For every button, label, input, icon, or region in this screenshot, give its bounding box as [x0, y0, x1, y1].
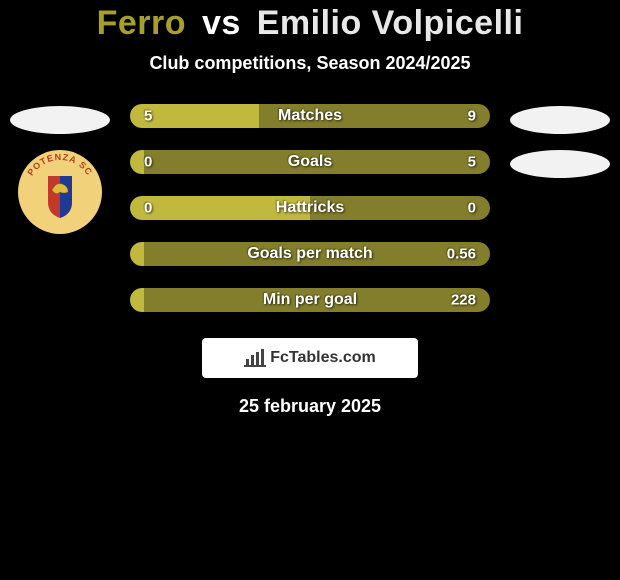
- svg-text:POTENZA SC: POTENZA SC: [25, 152, 94, 178]
- bar-right-value: 9: [468, 108, 476, 125]
- attribution-badge: FcTables.com: [202, 338, 418, 378]
- bar-left-value: 5: [144, 108, 152, 125]
- club-crest-icon: POTENZA SC: [18, 150, 102, 234]
- stat-bar: 0.56 Goals per match: [130, 242, 490, 266]
- player2-flag-placeholder: [510, 106, 610, 134]
- date: 25 february 2025: [0, 396, 620, 417]
- stat-bar: 5 9 Matches: [130, 104, 490, 128]
- bar-label: Min per goal: [263, 291, 357, 309]
- stat-bar: 0 0 Hattricks: [130, 196, 490, 220]
- bar-right-value: 5: [468, 154, 476, 171]
- right-badge-column: [500, 104, 620, 312]
- bar-left-fill: [130, 150, 144, 174]
- subtitle: Club competitions, Season 2024/2025: [0, 53, 620, 74]
- bar-label: Goals: [288, 153, 332, 171]
- bar-label: Hattricks: [276, 199, 344, 217]
- bar-left-fill: [130, 242, 144, 266]
- comparison-infographic: Ferro vs Emilio Volpicelli Club competit…: [0, 0, 620, 580]
- bar-chart-icon: [244, 349, 266, 367]
- player1-club-crest: POTENZA SC: [18, 150, 102, 234]
- left-badge-column: POTENZA SC: [0, 104, 120, 312]
- bar-label: Matches: [278, 107, 342, 125]
- player1-flag-placeholder: [10, 106, 110, 134]
- attribution-text: FcTables.com: [270, 349, 376, 367]
- body-row: POTENZA SC 5 9 Matches 0 5 Goals 0 0 Hattricks 0.…: [0, 104, 620, 312]
- bar-right-value: 0.56: [447, 246, 476, 263]
- stat-bar: 0 5 Goals: [130, 150, 490, 174]
- bar-left-value: 0: [144, 200, 152, 217]
- bar-left-value: 0: [144, 154, 152, 171]
- page-title: Ferro vs Emilio Volpicelli: [0, 4, 620, 43]
- player1-name: Ferro: [97, 4, 186, 42]
- bar-right-value: 228: [451, 292, 476, 309]
- player2-club-placeholder: [510, 150, 610, 178]
- bar-right-value: 0: [468, 200, 476, 217]
- stat-bar: 228 Min per goal: [130, 288, 490, 312]
- player2-name: Emilio Volpicelli: [257, 4, 524, 42]
- bar-label: Goals per match: [247, 245, 372, 263]
- bar-left-fill: [130, 288, 144, 312]
- title-vs: vs: [202, 4, 241, 42]
- stats-bars: 5 9 Matches 0 5 Goals 0 0 Hattricks 0.56 Goals per…: [120, 104, 500, 312]
